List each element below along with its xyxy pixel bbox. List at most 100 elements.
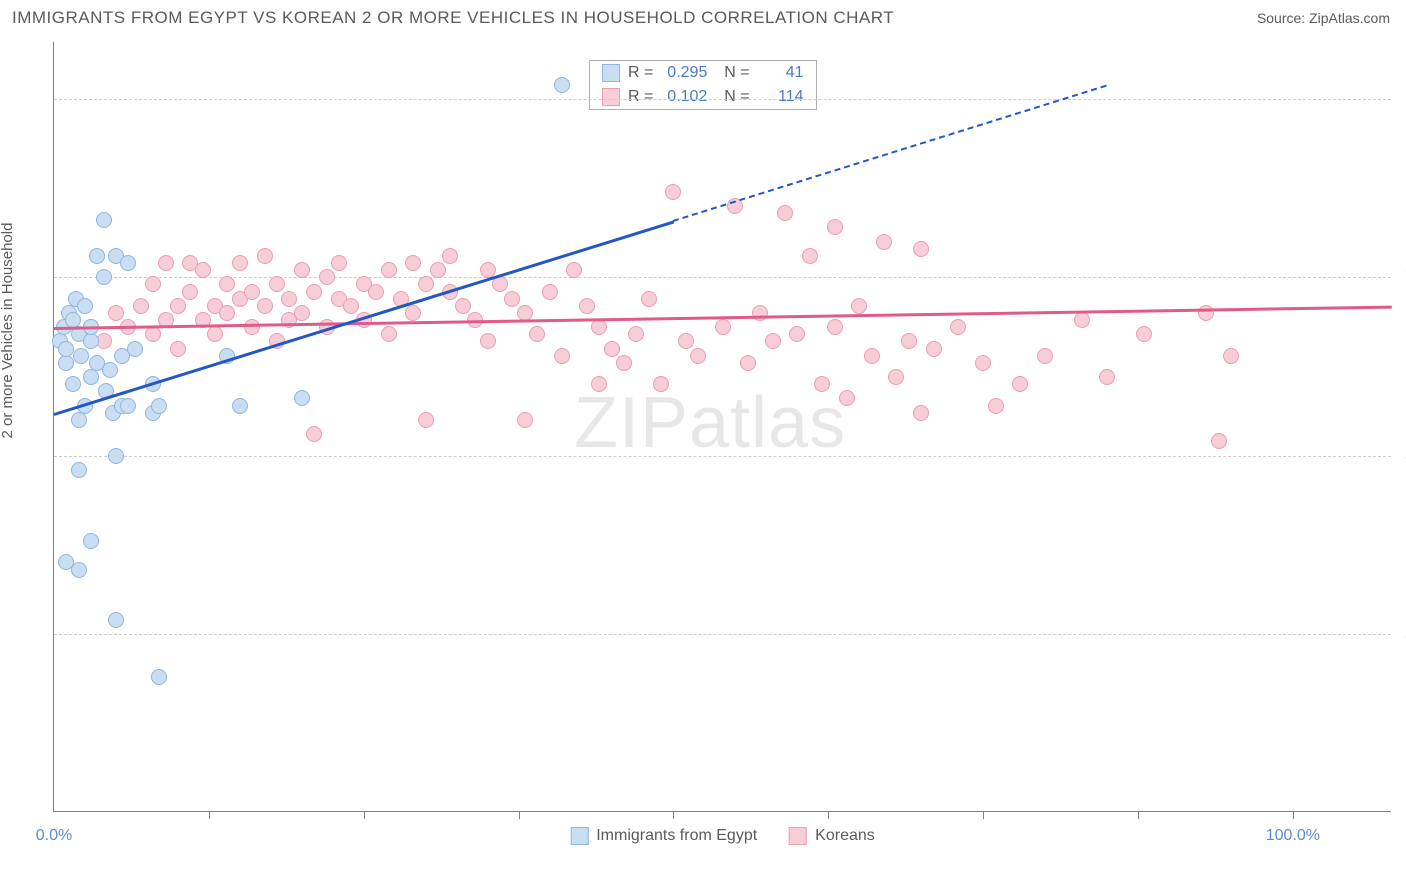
gridline: [54, 634, 1391, 635]
series-b-point: [232, 255, 248, 271]
series-b-point: [442, 248, 458, 264]
stats-legend-box: R = 0.295 N = 41 R = 0.102 N = 114: [589, 60, 817, 110]
stat-n-label: N =: [715, 88, 749, 106]
legend-label-a: Immigrants from Egypt: [596, 827, 757, 845]
series-a-point: [89, 248, 105, 264]
swatch-a-icon: [602, 64, 620, 82]
series-a-point: [108, 612, 124, 628]
series-b-point: [294, 262, 310, 278]
legend-label-b: Koreans: [815, 827, 875, 845]
series-a-point: [151, 398, 167, 414]
series-b-point: [257, 298, 273, 314]
xtick: [983, 811, 984, 819]
series-b-point: [331, 255, 347, 271]
y-axis-label: 2 or more Vehicles in Household: [0, 223, 16, 439]
series-b-point: [368, 284, 384, 300]
series-b-point: [319, 269, 335, 285]
series-b-point: [306, 284, 322, 300]
series-b-point: [170, 341, 186, 357]
series-a-point: [294, 390, 310, 406]
series-b-point: [827, 319, 843, 335]
series-b-point: [913, 405, 929, 421]
series-b-point: [715, 319, 731, 335]
series-b-point: [864, 348, 880, 364]
xtick: [519, 811, 520, 819]
ytick-label: 50.0%: [1395, 447, 1406, 465]
series-b-point: [777, 205, 793, 221]
series-b-point: [529, 326, 545, 342]
series-b-point: [1136, 326, 1152, 342]
stat-n-a: 41: [758, 64, 804, 82]
series-b-point: [950, 319, 966, 335]
series-b-point: [219, 276, 235, 292]
series-b-point: [306, 426, 322, 442]
series-b-point: [244, 319, 260, 335]
series-b-point: [876, 234, 892, 250]
gridline: [54, 99, 1391, 100]
series-b-point: [343, 298, 359, 314]
series-a-point: [120, 255, 136, 271]
gridline: [54, 277, 1391, 278]
xtick: [209, 811, 210, 819]
ytick-label: 75.0%: [1395, 268, 1406, 286]
series-b-point: [1037, 348, 1053, 364]
series-b-point: [418, 412, 434, 428]
series-b-point: [814, 376, 830, 392]
series-a-point: [71, 562, 87, 578]
series-a-point: [73, 348, 89, 364]
series-a-point: [83, 533, 99, 549]
series-b-point: [269, 276, 285, 292]
stat-r-a: 0.295: [661, 64, 707, 82]
xtick-label-100: 100.0%: [1266, 827, 1320, 845]
series-b-point: [244, 284, 260, 300]
series-b-point: [1198, 305, 1214, 321]
xtick-label-0: 0.0%: [36, 827, 72, 845]
series-b-point: [257, 248, 273, 264]
series-a-point: [71, 412, 87, 428]
series-b-point: [182, 284, 198, 300]
series-b-point: [616, 355, 632, 371]
stats-row-a: R = 0.295 N = 41: [590, 61, 816, 85]
series-b-point: [542, 284, 558, 300]
series-b-point: [926, 341, 942, 357]
series-a-point: [96, 212, 112, 228]
series-b-point: [566, 262, 582, 278]
series-b-point: [901, 333, 917, 349]
series-b-point: [145, 276, 161, 292]
series-b-point: [405, 255, 421, 271]
series-b-point: [294, 305, 310, 321]
stat-r-label: R =: [628, 64, 653, 82]
stat-n-label: N =: [715, 64, 749, 82]
stat-r-label: R =: [628, 88, 653, 106]
series-b-point: [690, 348, 706, 364]
series-b-point: [381, 326, 397, 342]
series-a-point: [127, 341, 143, 357]
ytick-label: 100.0%: [1395, 90, 1406, 108]
series-a-point: [554, 77, 570, 93]
series-b-point: [653, 376, 669, 392]
series-b-point: [1012, 376, 1028, 392]
legend-swatch-b-icon: [789, 827, 807, 845]
series-b-point: [851, 298, 867, 314]
series-b-point: [381, 262, 397, 278]
series-b-point: [145, 326, 161, 342]
chart-plot-area: ZIPatlas R = 0.295 N = 41 R = 0.102 N = …: [53, 42, 1391, 812]
series-b-point: [108, 305, 124, 321]
series-a-point: [65, 376, 81, 392]
series-b-point: [604, 341, 620, 357]
series-b-point: [591, 376, 607, 392]
xtick: [364, 811, 365, 819]
chart-title: IMMIGRANTS FROM EGYPT VS KOREAN 2 OR MOR…: [12, 8, 894, 28]
ytick-label: 25.0%: [1395, 625, 1406, 643]
series-b-point: [195, 262, 211, 278]
series-b-point: [988, 398, 1004, 414]
series-b-point: [827, 219, 843, 235]
series-a-point: [120, 398, 136, 414]
series-b-point: [517, 412, 533, 428]
series-b-point: [802, 248, 818, 264]
gridline: [54, 456, 1391, 457]
series-b-point: [504, 291, 520, 307]
series-a-point: [83, 369, 99, 385]
watermark-text: ZIPatlas: [574, 382, 846, 464]
series-b-point: [207, 326, 223, 342]
